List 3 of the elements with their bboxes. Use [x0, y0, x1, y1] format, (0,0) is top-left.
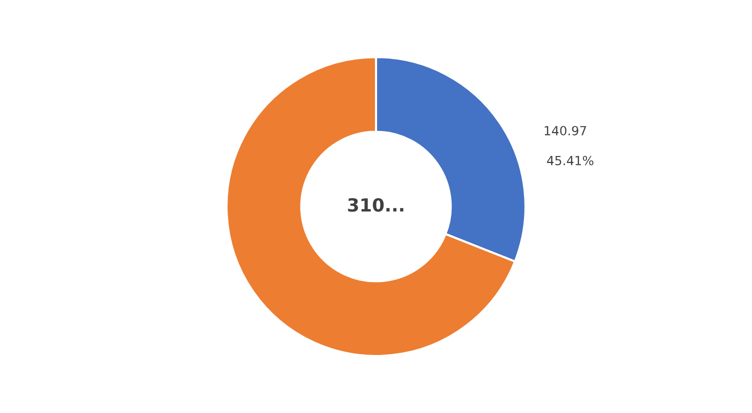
text: 45.41%	[547, 156, 594, 166]
text: 140.97	[544, 126, 586, 136]
text: 310...	[348, 198, 404, 212]
